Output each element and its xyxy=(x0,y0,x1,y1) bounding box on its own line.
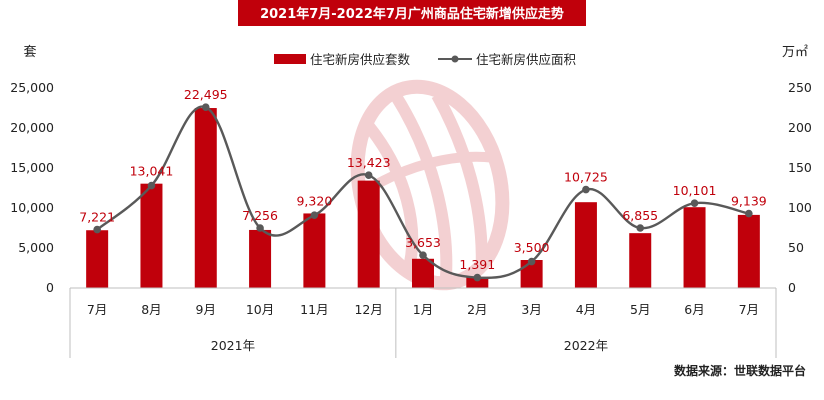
bar xyxy=(140,183,163,288)
line-point xyxy=(745,209,753,218)
year-group-label: 2021年 xyxy=(211,338,255,353)
bar xyxy=(194,108,217,288)
x-tick-label: 11月 xyxy=(300,302,328,317)
left-tick-label: 0 xyxy=(46,280,54,295)
bar-series xyxy=(86,108,760,288)
line-point xyxy=(147,181,156,190)
line-point xyxy=(582,185,590,194)
legend: 住宅新房供应套数 住宅新房供应面积 xyxy=(274,52,576,67)
bar-data-label: 3,653 xyxy=(405,235,441,250)
legend-bar-label: 住宅新房供应套数 xyxy=(310,52,411,67)
bar-data-label: 3,500 xyxy=(514,240,550,255)
bar-data-label: 10,725 xyxy=(564,170,608,185)
x-axis: 7月 8月 9月 10月 11月 12月 1月 2月 3月 4月 5月 6月 7月 2021年 2022年 xyxy=(69,287,777,358)
x-tick-label: 5月 xyxy=(630,302,650,317)
x-tick-label: 8月 xyxy=(141,302,161,317)
legend-line-marker xyxy=(451,55,459,63)
left-axis-unit: 套 xyxy=(23,44,36,60)
bar xyxy=(737,214,760,288)
line-point xyxy=(690,199,699,207)
chart-title: 2021年7月-2022年7月广州商品住宅新增供应走势 xyxy=(260,6,564,22)
bar xyxy=(466,276,489,288)
legend-bar-swatch xyxy=(274,54,306,64)
bar xyxy=(357,180,380,288)
line-point xyxy=(636,224,645,232)
line-point xyxy=(473,273,482,282)
line-point xyxy=(201,103,210,111)
x-tick-label: 10月 xyxy=(246,302,274,317)
bar xyxy=(86,230,109,288)
bar-data-label: 10,101 xyxy=(673,183,717,198)
left-tick-label: 10,000 xyxy=(10,200,54,215)
right-tick-label: 150 xyxy=(788,160,812,175)
left-axis-ticks: 0 5,000 10,000 15,000 20,000 25,000 xyxy=(10,80,54,295)
left-tick-label: 25,000 xyxy=(10,80,54,95)
bar-data-labels: 7,221 13,041 22,495 7,256 9,320 13,423 3,653 1,… xyxy=(79,87,767,272)
year-group-label: 2022年 xyxy=(564,338,608,353)
right-tick-label: 250 xyxy=(788,80,812,95)
bar xyxy=(303,213,326,288)
bar xyxy=(629,233,652,288)
right-tick-label: 100 xyxy=(788,200,812,215)
x-tick-label: 6月 xyxy=(684,302,704,317)
x-tick-label: 7月 xyxy=(87,302,107,317)
line-point xyxy=(527,257,536,266)
bar-data-label: 1,391 xyxy=(459,257,495,272)
bar xyxy=(683,207,706,288)
line-point xyxy=(419,251,427,259)
right-tick-label: 0 xyxy=(788,280,796,295)
left-tick-label: 20,000 xyxy=(10,120,54,135)
bar-data-label: 7,221 xyxy=(79,210,115,225)
bar-data-label: 7,256 xyxy=(242,208,278,223)
bar xyxy=(574,202,597,288)
left-tick-label: 5,000 xyxy=(18,240,54,255)
legend-line-label: 住宅新房供应面积 xyxy=(476,52,576,67)
x-tick-label: 1月 xyxy=(413,302,433,317)
line-point xyxy=(310,211,319,219)
x-tick-label: 9月 xyxy=(196,302,216,317)
line-point xyxy=(93,225,101,234)
line-point xyxy=(256,224,264,232)
bar xyxy=(249,229,272,288)
bar-data-label: 22,495 xyxy=(184,87,228,102)
x-tick-label: 7月 xyxy=(739,302,759,317)
x-tick-label: 12月 xyxy=(354,302,382,317)
bar-data-label: 13,041 xyxy=(130,164,174,179)
right-tick-label: 200 xyxy=(788,120,812,135)
bar-data-label: 9,320 xyxy=(296,193,332,208)
left-tick-label: 15,000 xyxy=(10,160,54,175)
bar xyxy=(412,258,434,288)
bar-data-label: 13,423 xyxy=(347,155,391,170)
x-tick-label: 3月 xyxy=(521,302,541,317)
line-series xyxy=(93,103,753,282)
title-banner xyxy=(238,0,586,26)
bar-data-label: 9,139 xyxy=(731,194,767,209)
x-tick-label: 2月 xyxy=(467,302,487,317)
source-note: 数据来源：世联数据平台 xyxy=(674,363,806,378)
x-tick-label: 4月 xyxy=(576,302,596,317)
line-point xyxy=(364,171,373,179)
bar-data-label: 6,855 xyxy=(622,208,658,223)
right-axis-unit: 万㎡ xyxy=(782,45,808,60)
right-tick-label: 50 xyxy=(788,240,804,255)
right-axis-ticks: 0 50 100 150 200 250 xyxy=(788,80,812,295)
